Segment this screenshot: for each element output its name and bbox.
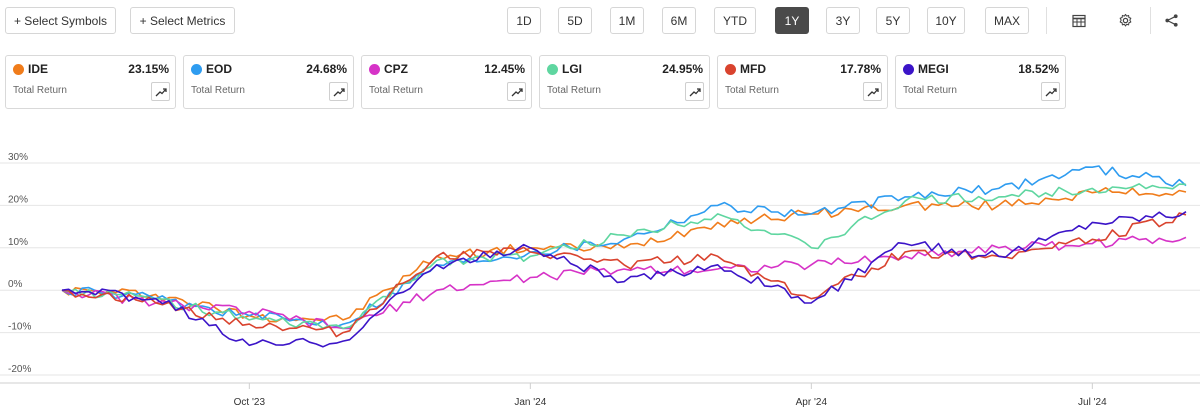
series-color-dot — [725, 64, 736, 75]
series-line-ide — [61, 187, 1187, 323]
y-tick-label: 30% — [8, 152, 28, 163]
series-line-megi — [61, 211, 1187, 348]
select-metrics-button[interactable]: + Select Metrics — [130, 7, 235, 34]
x-tick-label: Apr '24 — [796, 397, 828, 408]
x-tick-label: Oct '23 — [234, 397, 266, 408]
y-tick-label: -10% — [8, 322, 31, 333]
card-metric-label: Total Return — [725, 85, 779, 96]
select-symbols-button[interactable]: + Select Symbols — [5, 7, 116, 34]
card-symbol: CPZ — [384, 62, 408, 76]
card-metric-label: Total Return — [13, 85, 67, 96]
total-return-line-chart[interactable]: 30% 20% 10% 0% -10% -20% Oct '23 Jan '24 Apr '24… — [0, 140, 1200, 418]
trend-up-icon[interactable] — [685, 82, 704, 101]
range-1d-button[interactable]: 1D — [507, 7, 541, 34]
trend-up-icon[interactable] — [863, 82, 882, 101]
card-return-value: 18.52% — [1018, 62, 1059, 76]
range-10y-button[interactable]: 10Y — [927, 7, 965, 34]
card-metric-label: Total Return — [547, 85, 601, 96]
series-color-dot — [547, 64, 558, 75]
y-tick-label: 0% — [8, 279, 23, 290]
card-metric-label: Total Return — [191, 85, 245, 96]
card-return-value: 12.45% — [484, 62, 525, 76]
series-color-dot — [191, 64, 202, 75]
series-color-dot — [369, 64, 380, 75]
card-return-value: 23.15% — [128, 62, 169, 76]
symbol-card-ide[interactable]: IDE 23.15% Total Return — [5, 55, 176, 109]
toolbar-divider — [1150, 7, 1151, 34]
card-return-value: 24.68% — [306, 62, 347, 76]
gear-icon[interactable] — [1110, 7, 1140, 34]
range-3y-button[interactable]: 3Y — [826, 7, 860, 34]
card-return-value: 17.78% — [840, 62, 881, 76]
card-symbol: LGI — [562, 62, 582, 76]
card-metric-label: Total Return — [369, 85, 423, 96]
series-line-cpz — [61, 235, 1187, 330]
x-tick-label: Jan '24 — [514, 397, 546, 408]
range-ytd-button[interactable]: YTD — [714, 7, 756, 34]
range-6m-button[interactable]: 6M — [662, 7, 696, 34]
symbol-card-lgi[interactable]: LGI 24.95% Total Return — [539, 55, 710, 109]
card-symbol: MEGI — [918, 62, 949, 76]
trend-up-icon[interactable] — [507, 82, 526, 101]
range-1y-button[interactable]: 1Y — [775, 7, 809, 34]
y-tick-label: -20% — [8, 364, 31, 375]
series-line-mfd — [61, 212, 1187, 338]
trend-up-icon[interactable] — [1041, 82, 1060, 101]
card-metric-label: Total Return — [903, 85, 957, 96]
trend-up-icon[interactable] — [151, 82, 170, 101]
card-return-value: 24.95% — [662, 62, 703, 76]
range-max-button[interactable]: MAX — [985, 7, 1029, 34]
range-1m-button[interactable]: 1M — [610, 7, 644, 34]
card-symbol: MFD — [740, 62, 766, 76]
series-line-lgi — [61, 183, 1187, 330]
card-symbol: IDE — [28, 62, 49, 76]
x-tick-label: Jul '24 — [1078, 397, 1107, 408]
range-5d-button[interactable]: 5D — [558, 7, 592, 34]
symbol-card-mfd[interactable]: MFD 17.78% Total Return — [717, 55, 888, 109]
toolbar-divider — [1046, 7, 1047, 34]
symbol-card-eod[interactable]: EOD 24.68% Total Return — [183, 55, 354, 109]
share-icon[interactable] — [1156, 7, 1186, 34]
range-5y-button[interactable]: 5Y — [876, 7, 910, 34]
symbol-card-cpz[interactable]: CPZ 12.45% Total Return — [361, 55, 532, 109]
trend-up-icon[interactable] — [329, 82, 348, 101]
symbol-card-megi[interactable]: MEGI 18.52% Total Return — [895, 55, 1066, 109]
card-symbol: EOD — [206, 62, 233, 76]
series-line-eod — [61, 165, 1187, 329]
y-tick-label: 20% — [8, 194, 28, 205]
series-color-dot — [903, 64, 914, 75]
table-icon[interactable] — [1064, 7, 1094, 34]
y-tick-label: 10% — [8, 237, 28, 248]
series-color-dot — [13, 64, 24, 75]
